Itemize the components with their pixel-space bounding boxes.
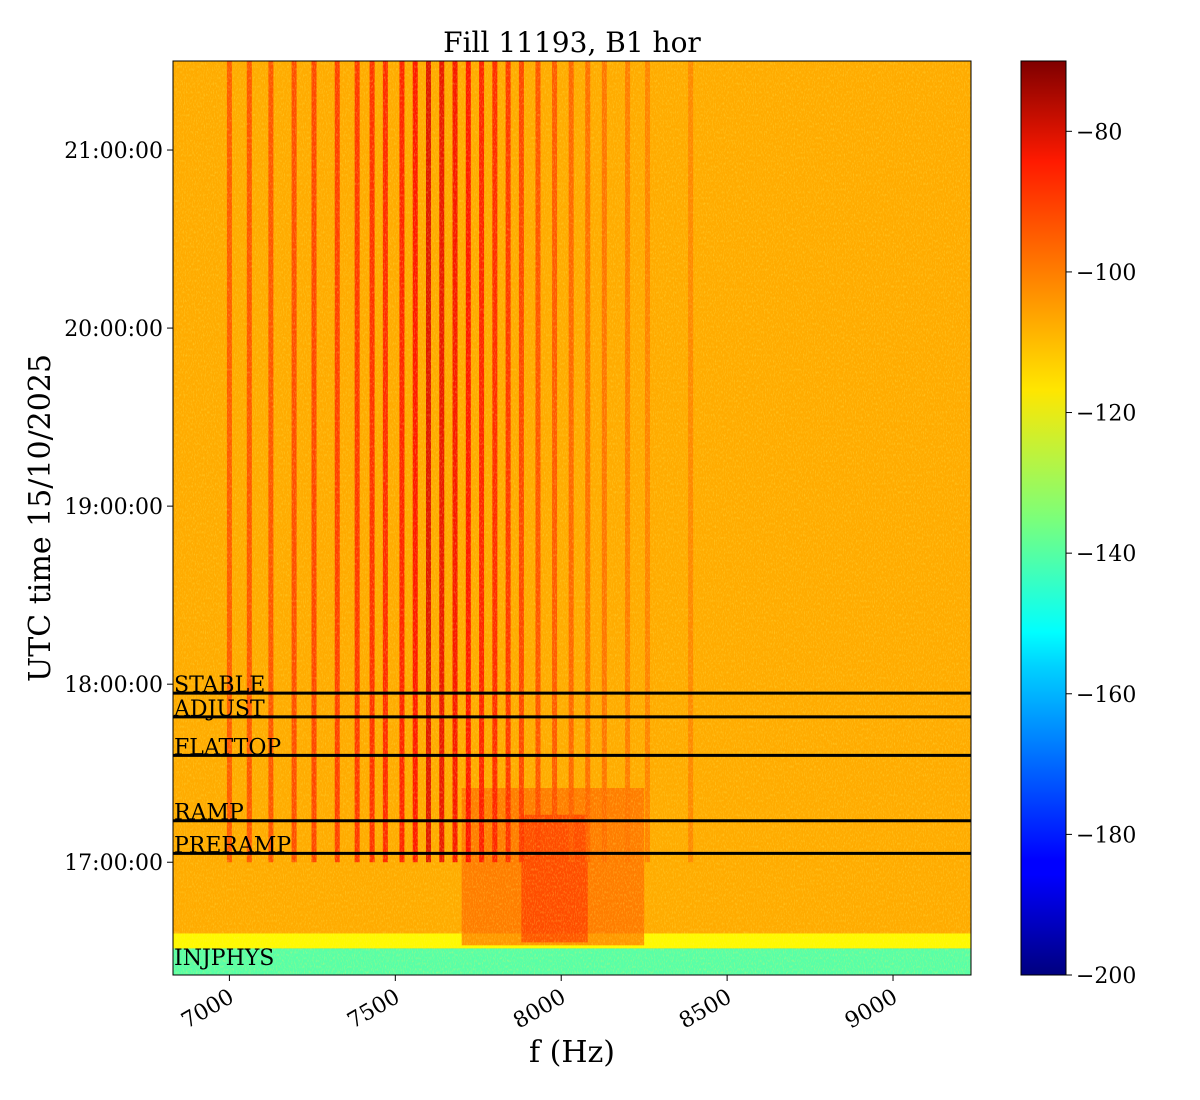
- phase-label: STABLE: [174, 673, 265, 698]
- phase-label: ADJUST: [173, 697, 265, 722]
- phase-label: RAMP: [174, 801, 244, 826]
- colorbar-tick-label: −80: [1076, 120, 1122, 145]
- x-tick-label: 9000: [841, 985, 902, 1035]
- x-tick-label: 7500: [343, 985, 404, 1035]
- x-tick-label: 8500: [675, 985, 736, 1035]
- x-tick-label: 8000: [509, 985, 570, 1035]
- phase-label: PRERAMP: [174, 833, 291, 858]
- y-tick-label: 20:00:00: [64, 317, 163, 342]
- colorbar-tick-label: −100: [1076, 261, 1136, 286]
- phase-label: INJPHYS: [174, 946, 274, 971]
- phase-label: FLATTOP: [174, 735, 281, 760]
- colorbar-tick-label: −160: [1076, 683, 1136, 708]
- colorbar-tick-label: −180: [1076, 823, 1136, 848]
- colorbar-tick-label: −120: [1076, 402, 1136, 427]
- y-tick-label: 18:00:00: [64, 673, 163, 698]
- colorbar: [1020, 60, 1067, 976]
- y-tick-label: 17:00:00: [64, 851, 163, 876]
- x-axis-label: f (Hz): [529, 1035, 615, 1070]
- noise-texture: [173, 61, 971, 975]
- x-tick-label: 7000: [177, 985, 238, 1035]
- colorbar-tick-label: −200: [1076, 964, 1136, 989]
- chart-title: Fill 11193, B1 hor: [443, 26, 701, 59]
- y-axis-label: UTC time 15/10/2025: [23, 354, 58, 682]
- y-tick-label: 19:00:00: [64, 495, 163, 520]
- colorbar-tick-label: −140: [1076, 542, 1136, 567]
- plot-frame: [172, 60, 972, 976]
- y-tick-label: 21:00:00: [64, 139, 163, 164]
